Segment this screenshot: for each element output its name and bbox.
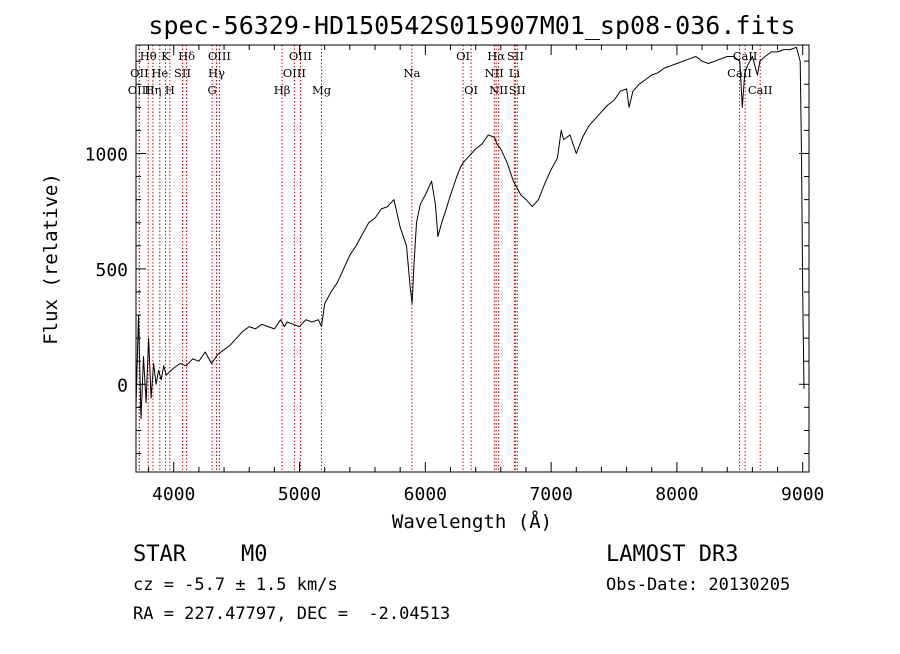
spectral-line-label: Mg <box>312 83 332 97</box>
y-tick-label: 0 <box>117 375 128 396</box>
redshift-text: cz = -5.7 ± 1.5 km/s <box>133 575 338 595</box>
chart-title: spec-56329-HD150542S015907M01_sp08-036.f… <box>148 11 795 40</box>
spectral-line-label: OIII <box>128 83 151 97</box>
spectral-line-label: He <box>151 66 168 80</box>
spectral-line-label: SII <box>507 49 524 63</box>
spectral-line-label: Hδ <box>178 49 195 63</box>
x-tick-label: 7000 <box>529 484 572 505</box>
spectral-line-label: CaII <box>727 66 752 80</box>
spectral-line-label: OII <box>130 66 149 80</box>
spectral-line-label: OIII <box>289 49 312 63</box>
spectral-line-label: CaII <box>748 83 773 97</box>
spectral-line-label: Hγ <box>208 66 225 80</box>
spectral-line-label: Hη <box>145 83 162 97</box>
y-tick-label: 1000 <box>85 144 128 165</box>
spectrum-series-line <box>135 46 805 420</box>
spectral-line-label: K <box>161 49 170 63</box>
y-axis-label: Flux (relative) <box>40 173 62 345</box>
spectral-line-label: Hθ <box>140 49 157 63</box>
x-tick-label: 8000 <box>655 484 698 505</box>
spectral-line-label: Na <box>403 66 420 80</box>
spectral-line-label: OI <box>464 83 478 97</box>
spectral-line-label: NII <box>485 66 504 80</box>
y-tick-label: 500 <box>95 260 128 281</box>
ra-dec: RA = 227.47797, DEC = -2.04513 <box>133 604 450 624</box>
axis-ticks: 4000 5000 6000 7000 8000 9000 0 500 1000 <box>85 45 824 505</box>
x-tick-label: 9000 <box>781 484 824 505</box>
spectral-line-label: OI <box>456 49 470 63</box>
spectral-line-label: Li <box>509 66 521 80</box>
spectral-line-label: Hα <box>487 49 505 63</box>
spectrum-layer <box>135 46 805 420</box>
spectral-line-label: SII <box>174 66 191 80</box>
spectral-line-label: OIII <box>208 49 231 63</box>
x-axis-label: Wavelength (Å) <box>392 510 552 533</box>
spectral-line-label: Hβ <box>274 83 291 97</box>
obs-date: Obs-Date: 20130205 <box>606 575 790 595</box>
survey-name: LAMOST DR3 <box>606 542 738 567</box>
spectral-line-label: NII <box>489 83 508 97</box>
spectral-line-labels: Hθ OII OIII K He Hη Hδ SII H OIII Hγ G OIII OIII Hβ Mg N… <box>128 49 773 97</box>
object-subclass: M0 <box>241 542 268 567</box>
spectral-line-label: OIII <box>283 66 306 80</box>
x-tick-label: 5000 <box>278 484 321 505</box>
spectral-line-label: SII <box>509 83 526 97</box>
spectral-line-label: H <box>165 83 175 97</box>
x-tick-label: 4000 <box>152 484 195 505</box>
spectral-line-label: G <box>208 83 217 97</box>
object-class: STAR <box>133 542 187 567</box>
plot-frame <box>135 44 810 473</box>
x-tick-label: 6000 <box>404 484 447 505</box>
spectral-line-markers <box>138 45 761 472</box>
